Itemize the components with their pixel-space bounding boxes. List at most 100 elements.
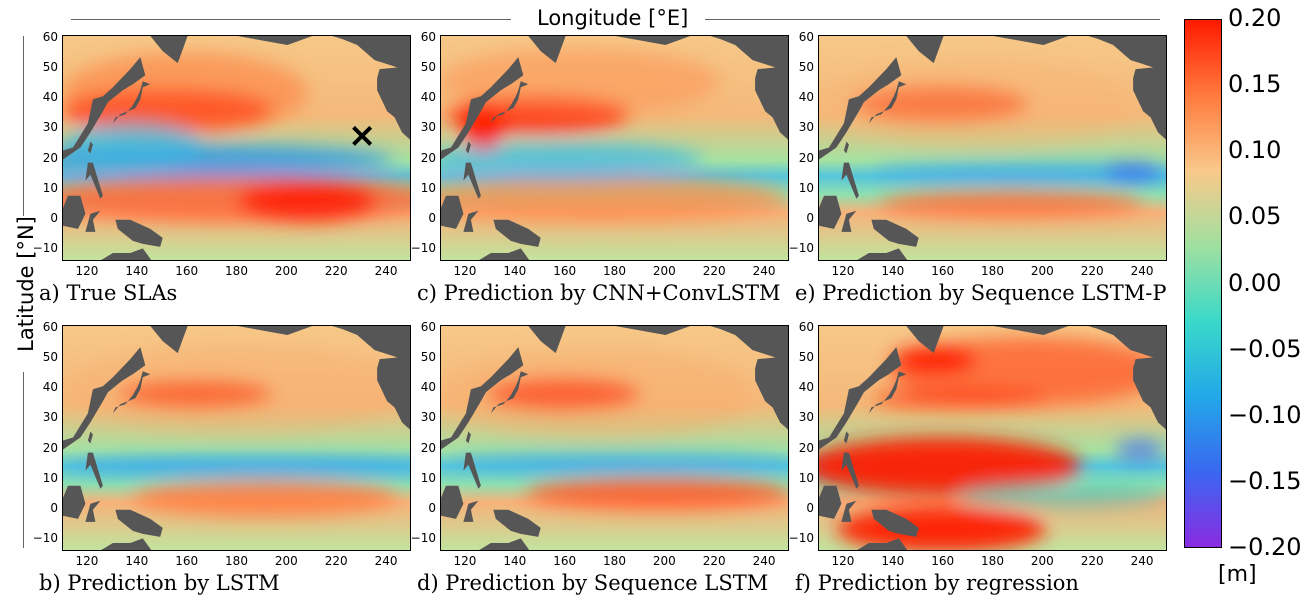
x-tick-label: 220 (324, 264, 348, 278)
land-polygon (871, 509, 919, 537)
anomaly-field (441, 348, 788, 510)
land-polygon (993, 36, 1166, 72)
land-polygon (377, 66, 410, 140)
anomaly-blob (1105, 162, 1162, 181)
y-tick-label: 0 (428, 210, 436, 225)
panel-caption-c: c) Prediction by CNN+ConvLSTM (417, 281, 781, 305)
y-tick-label: 0 (50, 210, 58, 225)
x-tick-label: 120 (75, 554, 99, 568)
land-polygon (479, 248, 530, 260)
y-tick-label: 20 (798, 440, 814, 455)
land-polygon (63, 57, 146, 160)
land-polygon (87, 431, 93, 444)
land-polygon (843, 431, 849, 444)
x-tick-label: 160 (175, 264, 199, 278)
y-tick-label: 10 (42, 180, 58, 195)
land-mask (819, 36, 1166, 260)
sla-map-b (62, 325, 411, 551)
y-axis-title: Latitude [°N] (13, 216, 38, 352)
y-tick-label: 30 (420, 410, 436, 425)
y-tick-label: 30 (42, 410, 58, 425)
y-tick-label: 0 (806, 210, 814, 225)
anomaly-blob (819, 436, 1081, 496)
land-polygon (85, 210, 101, 232)
y-tick-label: 0 (50, 500, 58, 515)
y-tick-label: 60 (798, 30, 814, 44)
x-tick-label: 200 (274, 264, 298, 278)
x-tick-label: 240 (374, 554, 398, 568)
anomaly-field (819, 337, 1166, 550)
anomaly-blob (441, 142, 703, 179)
y-tick-label: −10 (410, 530, 436, 545)
x-tick-label: 140 (125, 264, 149, 278)
panel-caption-a: a) True SLAs (39, 281, 178, 305)
sla-map-f (818, 325, 1167, 551)
y-tick-label: 50 (420, 60, 436, 75)
x-axis-title: Longitude [°E] (537, 6, 689, 30)
anomaly-blob (524, 477, 788, 510)
x-tick-label: 200 (652, 554, 676, 568)
sla-map-e (818, 35, 1167, 261)
sla-map-c (440, 35, 789, 261)
y-tick-label: 40 (798, 90, 814, 105)
anomaly-field (819, 58, 1166, 217)
anomaly-blob (63, 344, 410, 435)
land-polygon (63, 195, 86, 229)
anomaly-blob (878, 189, 1144, 217)
land-polygon (441, 347, 524, 450)
land-mask (63, 326, 410, 550)
x-title-rule-left (71, 19, 511, 20)
x-tick-label: 200 (274, 554, 298, 568)
anomaly-blob (63, 51, 308, 134)
y-tick-label: 30 (420, 120, 436, 135)
sla-field-d (441, 326, 788, 550)
anomaly-field (441, 47, 788, 222)
land-polygon (857, 248, 908, 260)
x-tick-label: 240 (1130, 554, 1154, 568)
x-tick-label: 240 (1130, 264, 1154, 278)
anomaly-blob (441, 348, 756, 439)
y-tick-label: 10 (798, 180, 814, 195)
land-polygon (237, 36, 410, 72)
x-tick-label: 140 (881, 554, 905, 568)
x-tick-label: 160 (553, 264, 577, 278)
y-tick-label: 40 (420, 380, 436, 395)
land-polygon (101, 538, 152, 550)
x-tick-label: 160 (931, 264, 955, 278)
y-tick-label: 60 (42, 30, 58, 44)
land-polygon (87, 141, 93, 154)
anomaly-blob (63, 454, 410, 478)
land-polygon (237, 326, 410, 362)
land-polygon (841, 452, 859, 489)
y-tick-label: 20 (42, 440, 58, 455)
y-tick-label: 10 (798, 470, 814, 485)
x-tick-label: 220 (1080, 264, 1104, 278)
land-polygon (493, 509, 541, 537)
x-tick-label: 220 (1080, 554, 1104, 568)
x-tick-label: 200 (1030, 264, 1054, 278)
land-polygon (841, 162, 859, 199)
land-polygon (490, 371, 529, 414)
y-tick-label: 10 (420, 180, 436, 195)
y-title-rule-bottom (23, 372, 24, 548)
sla-map-a: × (62, 35, 411, 261)
y-tick-label: 40 (420, 90, 436, 105)
land-polygon (1133, 356, 1166, 430)
y-tick-label: 20 (798, 150, 814, 165)
x-tick-label: 120 (831, 264, 855, 278)
x-tick-label: 140 (503, 264, 527, 278)
panel-caption-e: e) Prediction by Sequence LSTM-P (795, 281, 1167, 305)
sla-map-d (440, 325, 789, 551)
anomaly-blob (132, 479, 399, 516)
land-mask (441, 36, 788, 260)
colorbar-tick-label: −0.05 (1228, 334, 1302, 363)
land-polygon (463, 162, 481, 199)
x-tick-label: 240 (752, 264, 776, 278)
x-title-rule-right (705, 19, 1160, 20)
land-polygon (112, 81, 151, 124)
y-tick-label: 50 (798, 350, 814, 365)
y-tick-label: 30 (798, 410, 814, 425)
x-tick-label: 140 (125, 554, 149, 568)
land-polygon (819, 347, 902, 450)
colorbar-unit: [m] (1218, 562, 1257, 587)
